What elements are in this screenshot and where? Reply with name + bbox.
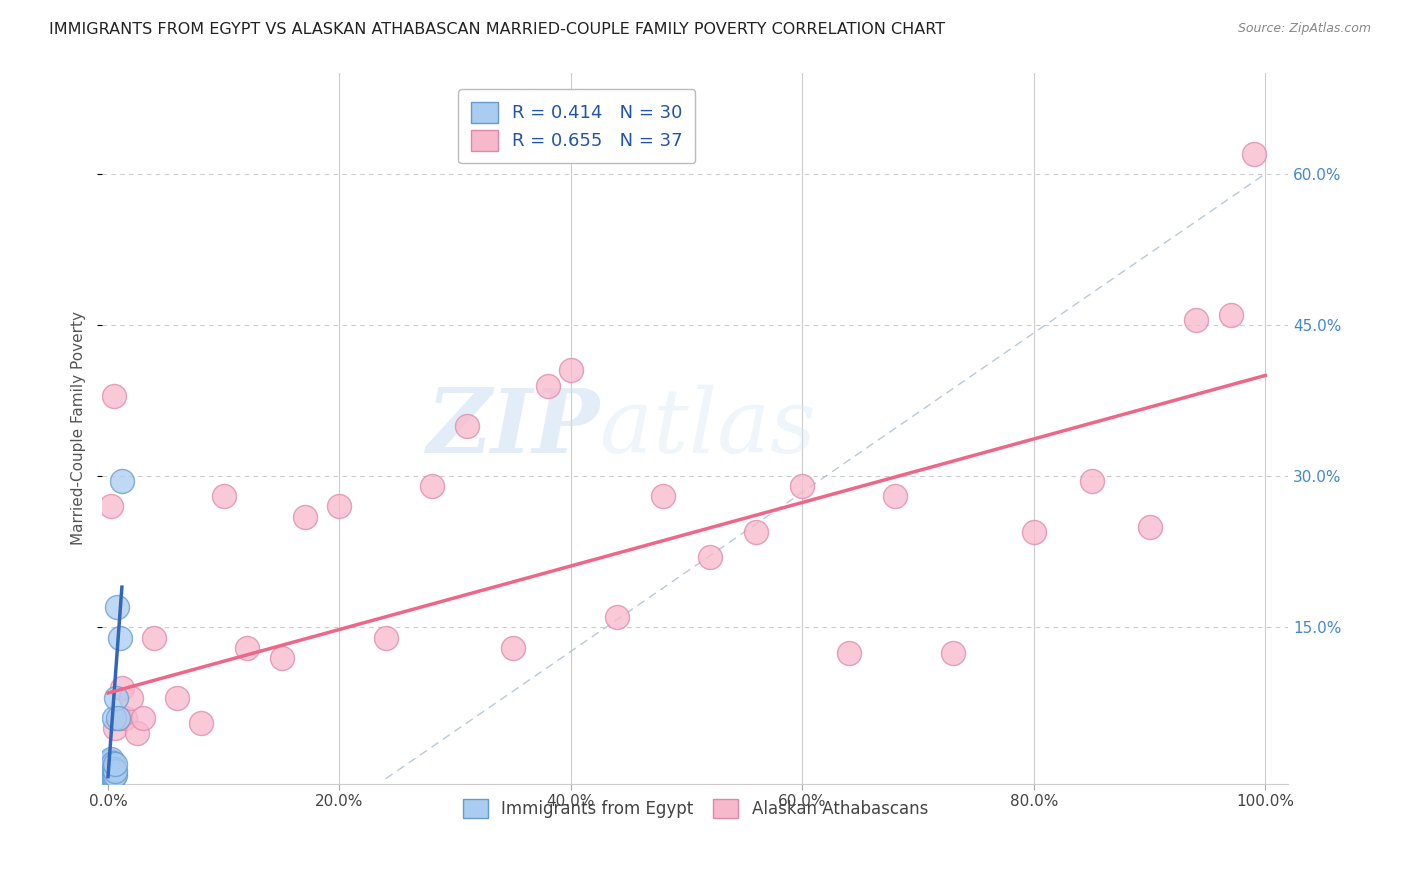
Legend: Immigrants from Egypt, Alaskan Athabascans: Immigrants from Egypt, Alaskan Athabasca…	[456, 793, 935, 825]
Point	[100, 764, 122, 778]
Point	[98, 765, 121, 780]
Point	[190, 716, 212, 731]
Point	[212, 490, 235, 504]
Point	[105, 600, 128, 615]
Point	[108, 631, 131, 645]
Point	[1219, 308, 1241, 322]
Point	[1139, 519, 1161, 533]
Point	[103, 762, 125, 776]
Point	[236, 640, 259, 655]
Point	[270, 650, 292, 665]
Point	[98, 771, 121, 785]
Point	[100, 767, 122, 781]
Point	[98, 762, 121, 776]
Point	[100, 771, 122, 785]
Point	[100, 758, 122, 772]
Point	[125, 726, 148, 740]
Point	[699, 549, 721, 564]
Y-axis label: Married-Couple Family Poverty: Married-Couple Family Poverty	[72, 311, 86, 545]
Point	[108, 711, 131, 725]
Point	[104, 721, 127, 735]
Point	[103, 711, 125, 725]
Point	[101, 762, 124, 776]
Point	[1022, 524, 1045, 539]
Point	[98, 756, 121, 771]
Point	[114, 711, 136, 725]
Point	[374, 631, 396, 645]
Text: IMMIGRANTS FROM EGYPT VS ALASKAN ATHABASCAN MARRIED-COUPLE FAMILY POVERTY CORREL: IMMIGRANTS FROM EGYPT VS ALASKAN ATHABAS…	[49, 22, 945, 37]
Point	[328, 500, 350, 514]
Point	[100, 500, 122, 514]
Point	[1080, 475, 1102, 489]
Point	[111, 681, 134, 695]
Point	[98, 769, 121, 783]
Point	[1185, 313, 1208, 327]
Point	[104, 767, 127, 781]
Point	[884, 490, 907, 504]
Point	[560, 363, 582, 377]
Point	[502, 640, 524, 655]
Point	[606, 610, 628, 624]
Point	[104, 756, 127, 771]
Point	[166, 691, 188, 706]
Text: Source: ZipAtlas.com: Source: ZipAtlas.com	[1237, 22, 1371, 36]
Point	[100, 751, 122, 765]
Text: atlas: atlas	[600, 385, 815, 472]
Point	[652, 490, 675, 504]
Point	[107, 711, 129, 725]
Point	[1243, 146, 1265, 161]
Text: ZIP: ZIP	[427, 385, 600, 472]
Point	[294, 509, 316, 524]
Point	[792, 479, 814, 493]
Point	[98, 762, 121, 776]
Point	[942, 646, 965, 660]
Point	[111, 475, 134, 489]
Point	[104, 764, 127, 778]
Point	[98, 771, 121, 785]
Point	[456, 418, 478, 433]
Point	[745, 524, 768, 539]
Point	[103, 769, 125, 783]
Point	[838, 646, 860, 660]
Point	[98, 765, 121, 780]
Point	[101, 766, 124, 780]
Point	[98, 754, 121, 768]
Point	[132, 711, 155, 725]
Point	[537, 378, 560, 392]
Point	[103, 388, 125, 402]
Point	[101, 756, 124, 770]
Point	[101, 770, 124, 784]
Point	[105, 691, 128, 706]
Point	[98, 769, 121, 783]
Point	[120, 691, 142, 706]
Point	[420, 479, 443, 493]
Point	[143, 631, 166, 645]
